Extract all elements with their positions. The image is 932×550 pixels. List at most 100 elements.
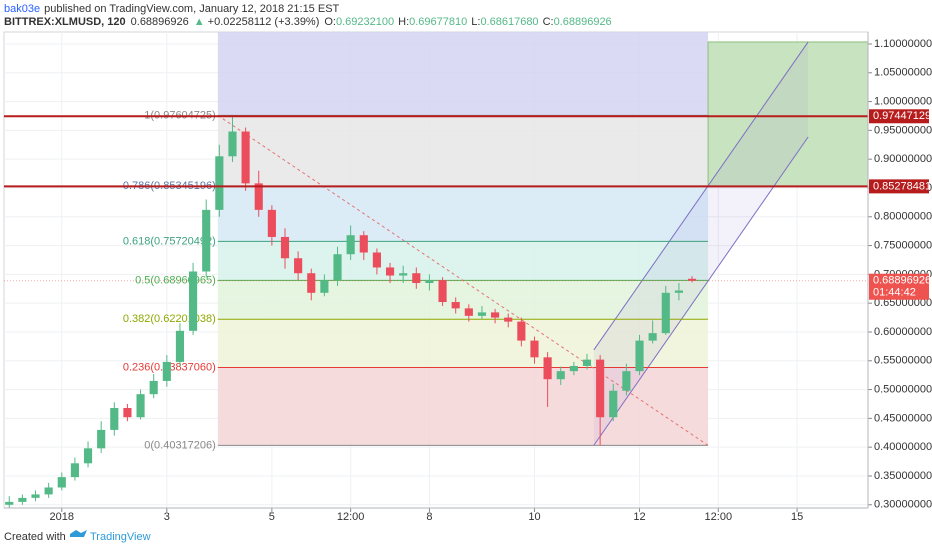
candle-body xyxy=(97,429,106,449)
candle-body xyxy=(44,487,53,495)
candle-body xyxy=(254,183,263,210)
fib-zone xyxy=(217,319,709,368)
ohlc-label: O: xyxy=(324,16,336,28)
candle-body xyxy=(31,494,40,498)
header-line: bak03e published on TradingView.com, Janu… xyxy=(4,3,340,15)
fib-label: 0.618(0.75720492) xyxy=(123,235,216,247)
author: bak03e xyxy=(4,3,40,15)
y-tick-label: 1.05000000 xyxy=(874,67,932,79)
price-label: 0.85278481 xyxy=(873,180,931,192)
candle-body xyxy=(175,330,185,362)
candle-body xyxy=(556,371,565,380)
candle-body xyxy=(622,371,631,391)
fib-zone xyxy=(217,185,709,242)
candle-body xyxy=(385,267,395,276)
y-tick-label: 0.50000000 xyxy=(874,383,932,395)
y-tick-label: 0.30000000 xyxy=(874,499,932,511)
candle-body xyxy=(504,317,513,322)
candle-body xyxy=(399,273,408,276)
ohlc-label: C: xyxy=(543,16,554,28)
candle-body xyxy=(635,340,644,372)
candle-body xyxy=(425,280,434,284)
price-label-box xyxy=(869,109,929,124)
x-tick-label: 2018 xyxy=(50,511,74,523)
fib-zone xyxy=(217,32,709,116)
candle-body xyxy=(648,333,657,341)
candle-body xyxy=(333,254,342,281)
symbol-line: BITTREX:XLMUSD, 120 0.68896926 ▲ +0.0225811… xyxy=(4,16,612,28)
fib-zone xyxy=(217,280,709,320)
candle-body xyxy=(123,408,132,418)
candle-body xyxy=(83,448,93,464)
x-tick-label: 12 xyxy=(633,511,645,523)
candle-body xyxy=(438,280,447,303)
candle-body xyxy=(477,312,487,316)
x-tick-label: 12:00 xyxy=(337,511,365,523)
fib-label: 0.382(0.62201038) xyxy=(123,313,216,325)
logo xyxy=(70,530,87,537)
ohlc-value: 0.69232100 xyxy=(336,16,394,28)
candle-body xyxy=(307,273,316,293)
candle-body xyxy=(687,278,697,281)
candle-body xyxy=(582,359,592,366)
fib-label: 1(0.97604725) xyxy=(144,109,216,121)
y-tick-label: 0.40000000 xyxy=(874,441,932,453)
candle-body xyxy=(280,236,290,259)
y-tick-label: 0.35000000 xyxy=(874,470,932,482)
ohlc-value: 0.68896926 xyxy=(554,16,612,28)
candle-body xyxy=(267,209,276,237)
x-tick-label: 3 xyxy=(164,511,170,523)
ohlc-label: L: xyxy=(471,16,480,28)
channel-fill xyxy=(593,41,809,446)
candle-body xyxy=(18,497,27,502)
candle-body xyxy=(596,359,605,418)
candle-body xyxy=(70,463,79,478)
ohlc-value: 0.68617680 xyxy=(480,16,538,28)
candle-body xyxy=(674,290,683,293)
y-tick-label: 0.80000000 xyxy=(874,211,932,223)
candle-body xyxy=(215,156,224,210)
price-label-box xyxy=(869,179,929,194)
y-tick-label: 0.95000000 xyxy=(874,124,932,136)
x-tick-label: 5 xyxy=(269,511,275,523)
candle-body xyxy=(451,302,460,309)
x-tick-label: 15 xyxy=(791,511,803,523)
up-arrow: ▲ xyxy=(194,16,205,28)
x-tick-label: 8 xyxy=(426,511,432,523)
candle-body xyxy=(5,501,14,505)
ohlc-value: 0.69677810 xyxy=(409,16,467,28)
fib-zone xyxy=(217,115,709,186)
candle-body xyxy=(136,394,145,418)
last-price-box xyxy=(869,273,929,300)
candle-body xyxy=(320,280,329,293)
symbol: BITTREX:XLMUSD, 120 xyxy=(4,16,126,28)
candle-body xyxy=(491,312,500,318)
last-price-label: 0.68896926 xyxy=(873,275,931,287)
candle-body xyxy=(530,340,539,358)
y-tick-label: 0.75000000 xyxy=(874,239,932,251)
candle-body xyxy=(110,408,119,430)
candle-body xyxy=(162,361,171,381)
target-box xyxy=(707,41,869,187)
y-tick-label: 0.65000000 xyxy=(874,297,932,309)
candle-body xyxy=(569,365,578,372)
candle-body xyxy=(57,477,66,488)
y-tick-label: 1.10000000 xyxy=(874,38,932,50)
candle-body xyxy=(202,209,211,272)
plot-area: 1(0.97604725)0.786(0.85345196)0.618(0.75… xyxy=(3,31,869,509)
channel-line xyxy=(593,41,809,351)
candle-body xyxy=(149,380,158,395)
y-tick-label: 0.60000000 xyxy=(874,326,932,338)
candle-body xyxy=(359,235,368,253)
y-tick-label: 0.45000000 xyxy=(874,412,932,424)
x-tick-label: 10 xyxy=(528,511,540,523)
candle-body xyxy=(346,235,355,255)
candle-body xyxy=(294,258,303,274)
y-tick-label: 1.00000000 xyxy=(874,95,932,107)
candle-body xyxy=(464,308,473,316)
brand: TradingView xyxy=(90,531,151,543)
countdown: 01:44:42 xyxy=(873,287,916,299)
price: 0.68896926 xyxy=(131,16,189,28)
fib-label: 0(0.40317206) xyxy=(144,439,216,451)
